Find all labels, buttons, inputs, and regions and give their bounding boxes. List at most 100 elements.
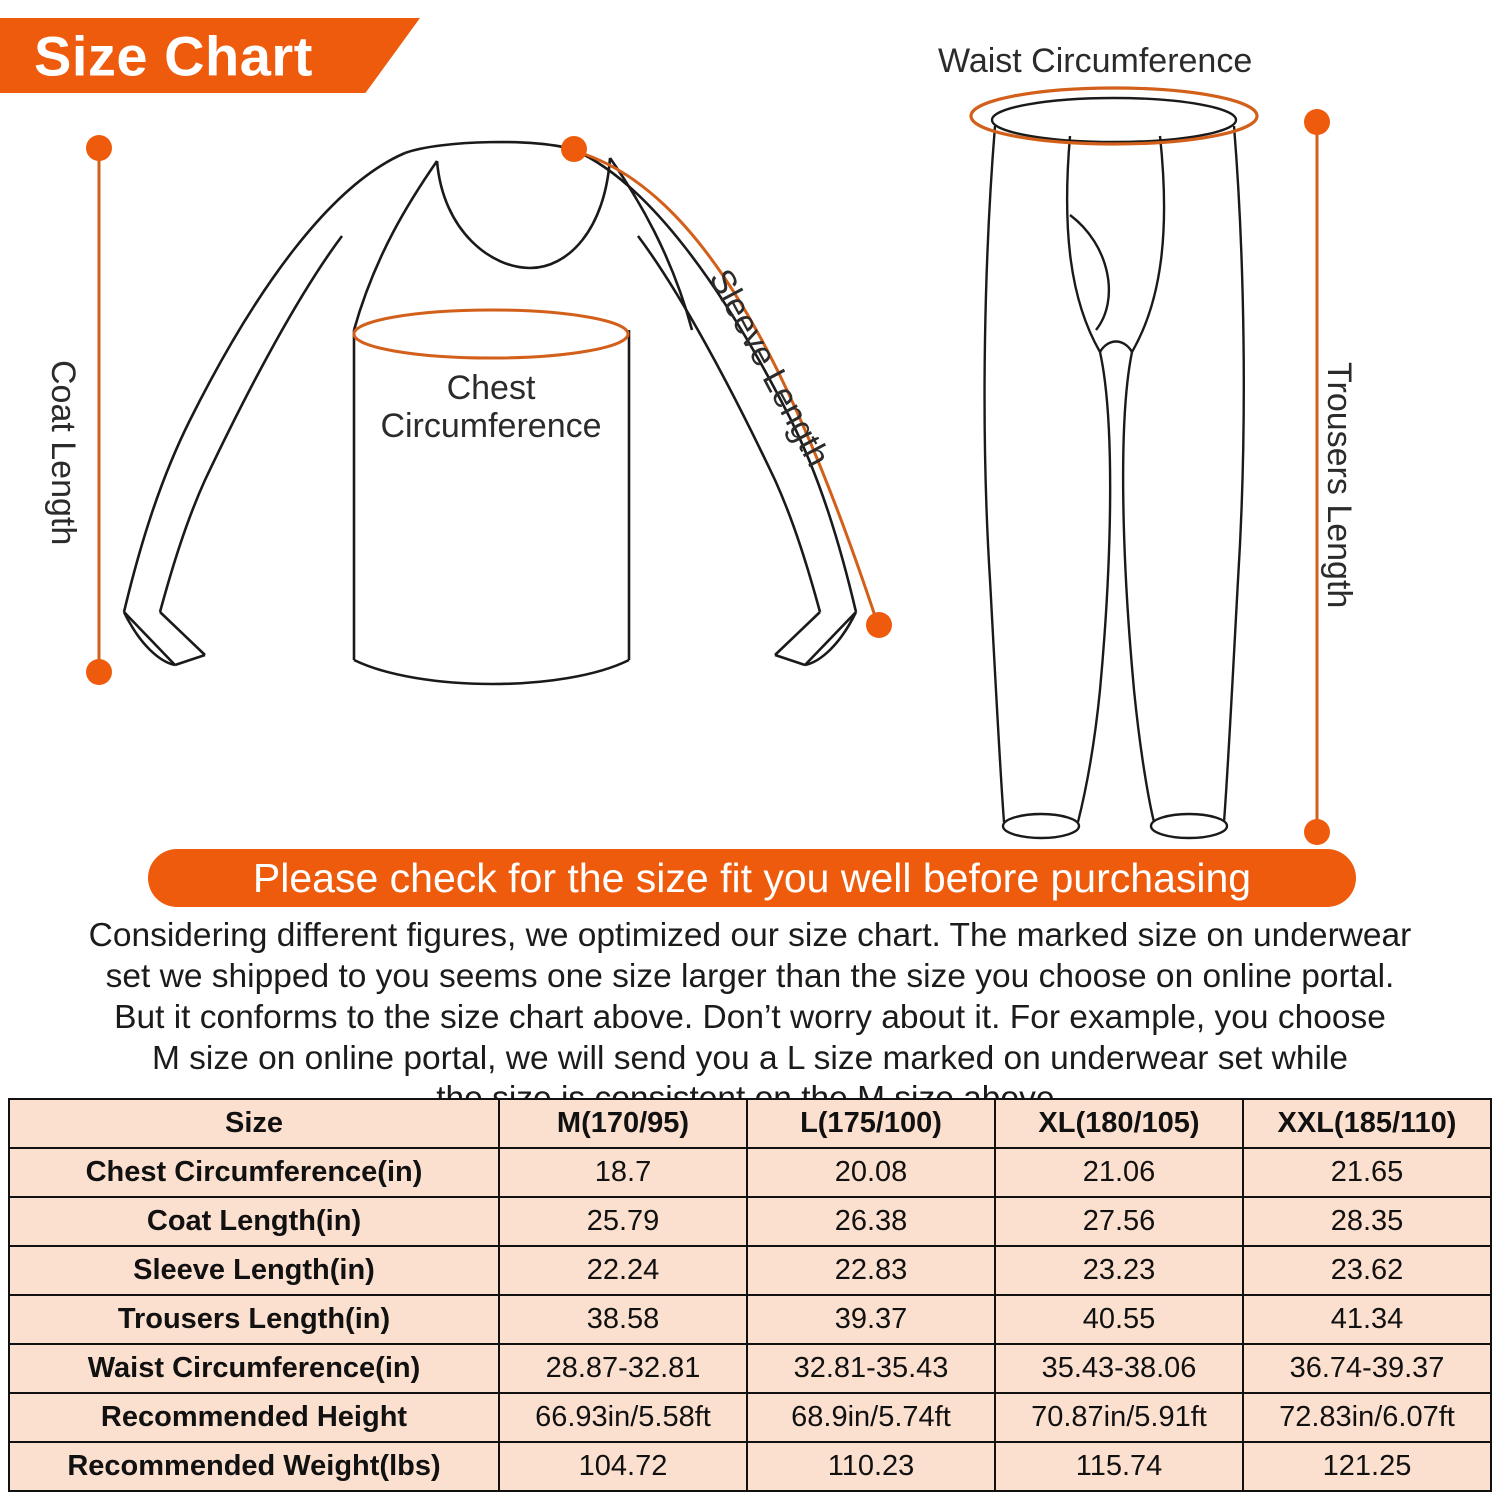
cell-value: 26.38	[746, 1196, 996, 1247]
cell-value: 27.56	[994, 1196, 1244, 1247]
cell-value: 41.34	[1242, 1294, 1492, 1345]
shirt-neckline	[435, 157, 612, 270]
row-label: Coat Length(in)	[8, 1196, 500, 1247]
cell-value: 28.87-32.81	[498, 1343, 748, 1394]
trousers-left-inner	[1065, 135, 1112, 823]
garment-diagram-svg	[86, 86, 1330, 845]
row-label: Recommended Weight(lbs)	[8, 1441, 500, 1492]
row-label: Chest Circumference(in)	[8, 1147, 500, 1198]
cell-value: 21.65	[1242, 1147, 1492, 1198]
trousers-right-outer	[1222, 125, 1245, 823]
waist-circumference-label: Waist Circumference	[938, 42, 1253, 80]
size-chart-ribbon: Size Chart	[0, 18, 420, 93]
sizing-note-line-1: Considering different figures, we optimi…	[88, 917, 1412, 954]
cell-value: 110.23	[746, 1441, 996, 1492]
shirt-right-cuff-curve	[804, 611, 858, 667]
purchase-notice-text: Please check for the size fit you well b…	[252, 854, 1252, 901]
cell-value: 39.37	[746, 1294, 996, 1345]
sizing-note-line-4: M size on online portal, we will send yo…	[151, 1039, 1349, 1077]
shirt-right-cuff-bottom	[774, 611, 821, 656]
row-label: Sleeve Length(in)	[8, 1245, 500, 1296]
shirt-right-cuff-end	[774, 653, 806, 667]
coat-length-label: Coat Length	[44, 360, 82, 546]
cell-value: 70.87in/5.91ft	[994, 1392, 1244, 1443]
trousers-crotch	[1098, 340, 1134, 353]
cell-value: 25.79	[498, 1196, 748, 1247]
shirt-raglan-left	[352, 160, 439, 331]
row-label: Recommended Height	[8, 1392, 500, 1443]
chest-circumference-label: Chest Circumference	[341, 369, 641, 445]
sleeve-length-measure	[561, 136, 892, 638]
row-label: Trousers Length(in)	[8, 1294, 500, 1345]
cell-value: 40.55	[994, 1294, 1244, 1345]
cell-value: 72.83in/6.07ft	[1242, 1392, 1492, 1443]
table-row: Coat Length(in) 25.79 26.38 27.56 28.35	[8, 1196, 1492, 1247]
shirt-shoulder-line	[404, 140, 575, 155]
trousers-right-inner	[1121, 135, 1166, 823]
table-row: Recommended Height 66.93in/5.58ft 68.9in…	[8, 1392, 1492, 1443]
trousers-illustration	[983, 96, 1245, 840]
table-row: Trousers Length(in) 38.58 39.37 40.55 41…	[8, 1294, 1492, 1345]
cell-value: 68.9in/5.74ft	[746, 1392, 996, 1443]
coat-length-measure	[86, 135, 112, 685]
trousers-right-cuff	[1149, 812, 1229, 840]
shirt-right-cuff-top	[804, 611, 857, 666]
shirt-right-sleeve-outer	[573, 148, 858, 613]
sizing-note-line-2: set we shipped to you seems one size lar…	[105, 957, 1395, 995]
shirt-left-cuff-end	[174, 653, 206, 667]
shirt-illustration	[122, 140, 858, 686]
cell-value: 66.93in/5.58ft	[498, 1392, 748, 1443]
sizing-note: Considering different figures, we optimi…	[40, 916, 1460, 1120]
size-table-head: Size M(170/95) L(175/100) XL(180/105) XX…	[8, 1098, 1492, 1149]
cell-value: 28.35	[1242, 1196, 1492, 1247]
table-header-row: Size M(170/95) L(175/100) XL(180/105) XX…	[8, 1098, 1492, 1149]
trousers-length-measure	[1304, 109, 1330, 845]
sizing-note-line-3: But it conforms to the size chart above.…	[114, 998, 1386, 1036]
cell-value: 23.62	[1242, 1245, 1492, 1296]
trousers-left-outer	[983, 125, 1006, 823]
size-table: Size M(170/95) L(175/100) XL(180/105) XX…	[8, 1098, 1492, 1492]
column-header-4: XXL(185/110)	[1242, 1098, 1492, 1149]
table-row: Sleeve Length(in) 22.24 22.83 23.23 23.6…	[8, 1245, 1492, 1296]
cell-value: 38.58	[498, 1294, 748, 1345]
cell-value: 35.43-38.06	[994, 1343, 1244, 1394]
waist-circumference-ellipse	[969, 86, 1259, 146]
shirt-body-hem	[353, 658, 630, 686]
shirt-left-cuff-top	[123, 611, 176, 666]
cell-value: 20.08	[746, 1147, 996, 1198]
cell-value: 32.81-35.43	[746, 1343, 996, 1394]
cell-value: 23.23	[994, 1245, 1244, 1296]
shirt-left-sleeve-inner	[158, 235, 344, 613]
garment-diagram: Coat Length Sleeve Length Chest Circumfe…	[44, 42, 1358, 845]
shirt-right-sleeve-inner	[636, 235, 822, 613]
chest-circumference-ellipse	[352, 308, 630, 360]
shirt-left-sleeve-outer	[122, 151, 406, 613]
shirt-left-cuff-bottom	[159, 611, 206, 656]
chest-circumference-label-line1: Chest	[446, 369, 536, 407]
shirt-raglan-right	[608, 157, 694, 331]
trousers-left-cuff	[1001, 812, 1081, 840]
column-header-2: L(175/100)	[746, 1098, 996, 1149]
cell-value: 115.74	[994, 1441, 1244, 1492]
cell-value: 22.83	[746, 1245, 996, 1296]
table-row: Recommended Weight(lbs) 104.72 110.23 11…	[8, 1441, 1492, 1492]
column-header-0: Size	[8, 1098, 500, 1149]
cell-value: 121.25	[1242, 1441, 1492, 1492]
cell-value: 22.24	[498, 1245, 748, 1296]
cell-value: 36.74-39.37	[1242, 1343, 1492, 1394]
column-header-1: M(170/95)	[498, 1098, 748, 1149]
table-row: Waist Circumference(in) 28.87-32.81 32.8…	[8, 1343, 1492, 1394]
cell-value: 104.72	[498, 1441, 748, 1492]
size-table-body: Chest Circumference(in) 18.7 20.08 21.06…	[8, 1147, 1492, 1492]
trousers-fly-curve	[1069, 214, 1111, 331]
column-header-3: XL(180/105)	[994, 1098, 1244, 1149]
row-label: Waist Circumference(in)	[8, 1343, 500, 1394]
ribbon-shape	[0, 18, 420, 93]
trousers-length-label: Trousers Length	[1320, 362, 1358, 609]
table-row: Chest Circumference(in) 18.7 20.08 21.06…	[8, 1147, 1492, 1198]
purchase-notice-banner: Please check for the size fit you well b…	[148, 849, 1356, 907]
shirt-left-cuff-curve	[122, 611, 176, 667]
cell-value: 18.7	[498, 1147, 748, 1198]
page-title: Size Chart	[34, 24, 313, 87]
chest-circumference-label-line2: Circumference	[380, 407, 602, 446]
